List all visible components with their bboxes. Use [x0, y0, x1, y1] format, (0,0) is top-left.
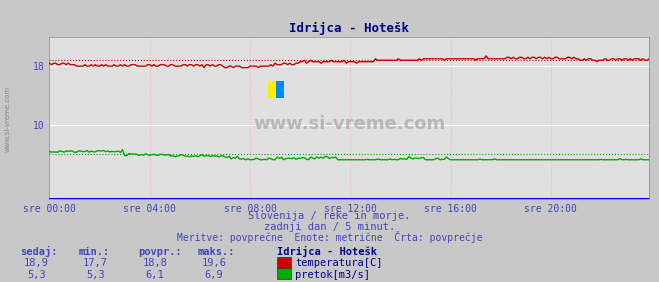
Text: maks.:: maks.:	[198, 247, 235, 257]
Text: www.si-vreme.com: www.si-vreme.com	[253, 115, 445, 133]
Text: min.:: min.:	[79, 247, 110, 257]
Text: 19,6: 19,6	[202, 259, 227, 268]
Text: www.si-vreme.com: www.si-vreme.com	[5, 85, 11, 151]
Text: Idrijca - Hotešk: Idrijca - Hotešk	[277, 246, 377, 257]
Text: 6,1: 6,1	[146, 270, 164, 280]
Text: 6,9: 6,9	[205, 270, 223, 280]
Text: 5,3: 5,3	[27, 270, 45, 280]
Text: 18,9: 18,9	[24, 259, 49, 268]
Text: 18,8: 18,8	[142, 259, 167, 268]
Text: 5,3: 5,3	[86, 270, 105, 280]
Title: Idrijca - Hotešk: Idrijca - Hotešk	[289, 22, 409, 36]
Text: temperatura[C]: temperatura[C]	[295, 259, 383, 268]
Text: sedaj:: sedaj:	[20, 246, 57, 257]
Text: 17,7: 17,7	[83, 259, 108, 268]
Text: Meritve: povprečne  Enote: metrične  Črta: povprečje: Meritve: povprečne Enote: metrične Črta:…	[177, 231, 482, 243]
Text: zadnji dan / 5 minut.: zadnji dan / 5 minut.	[264, 222, 395, 232]
Text: povpr.:: povpr.:	[138, 247, 182, 257]
Text: pretok[m3/s]: pretok[m3/s]	[295, 270, 370, 280]
Text: Slovenija / reke in morje.: Slovenija / reke in morje.	[248, 211, 411, 221]
